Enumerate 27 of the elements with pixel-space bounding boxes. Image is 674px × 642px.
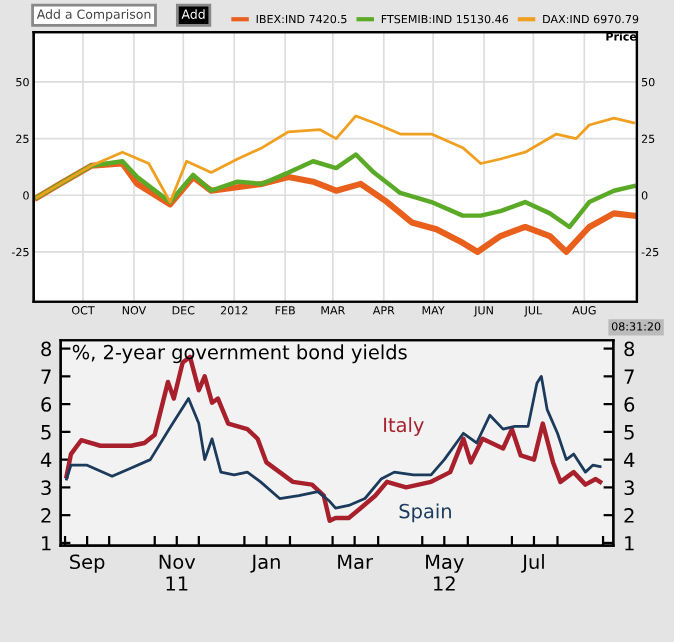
y-tick-label: 1 (42, 536, 51, 551)
line-series (35, 114, 636, 204)
y-tick-label: 5 (41, 425, 51, 440)
y2-tick-label: 4 (624, 452, 635, 468)
y2-tick-label: 2 (624, 508, 634, 523)
y-tick-label: 7 (41, 369, 51, 384)
y-tick-label: 8 (41, 341, 51, 357)
x-tick-label: Nov 11 (159, 554, 196, 591)
y2-tick-label: 6 (624, 397, 635, 412)
y-tick-label: 6 (41, 397, 52, 412)
line-series (34, 152, 636, 230)
y2-tick-label: 1 (625, 536, 634, 551)
y-tick-label: 3 (41, 480, 51, 496)
x-tick-label: Mar (338, 554, 373, 570)
y2-tick-label: 3 (624, 480, 634, 496)
y2-tick-label: 8 (624, 341, 635, 357)
y-tick-label: 4 (40, 452, 52, 468)
annotation: Spain (399, 503, 451, 523)
y2-tick-label: 5 (624, 425, 634, 440)
chart-title: %, 2-year government bond yields (72, 344, 407, 364)
x-tick-label: Sep (70, 554, 105, 573)
y-tick-label: 2 (41, 508, 51, 523)
y2-tick-label: 7 (624, 369, 634, 384)
x-tick-label: Jan (250, 554, 280, 573)
annotation: Italy (384, 417, 424, 436)
x-tick-label: Jul (521, 554, 544, 573)
x-tick-label: May 12 (426, 554, 464, 591)
